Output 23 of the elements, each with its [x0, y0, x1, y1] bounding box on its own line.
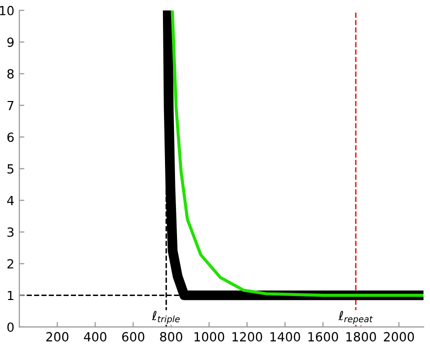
- y-tick-label: 8: [7, 69, 14, 79]
- y-tick-label: 2: [7, 259, 14, 268]
- x-tick-label: 800: [160, 332, 182, 342]
- y-tick-label: 4: [7, 196, 14, 206]
- ref-line-label: ℓ$_{triple}$: [152, 310, 180, 324]
- y-tick-label: 1: [8, 290, 14, 300]
- x-tick-label: 2000: [384, 332, 414, 342]
- y-tick-label: 9: [7, 38, 14, 47]
- x-tick-label: 1800: [346, 332, 376, 342]
- x-tick-label: 1200: [232, 332, 262, 342]
- x-tick-label: 1400: [270, 332, 300, 342]
- y-tick-label: 0: [7, 322, 14, 332]
- y-tick-label: 5: [8, 164, 14, 174]
- x-tick-label: 200: [46, 332, 68, 342]
- y-tick-label: 6: [7, 132, 14, 142]
- y-tick-label: 10: [0, 6, 14, 16]
- x-tick-label: 1000: [194, 332, 224, 342]
- y-tick-label: 3: [7, 227, 14, 237]
- ref-line-label: ℓ$_{repeat}$: [338, 310, 373, 324]
- x-tick-label: 400: [84, 332, 106, 342]
- x-tick-label: 1600: [308, 332, 338, 342]
- x-tick-label: 600: [122, 332, 144, 342]
- y-tick-label: 7: [8, 100, 14, 110]
